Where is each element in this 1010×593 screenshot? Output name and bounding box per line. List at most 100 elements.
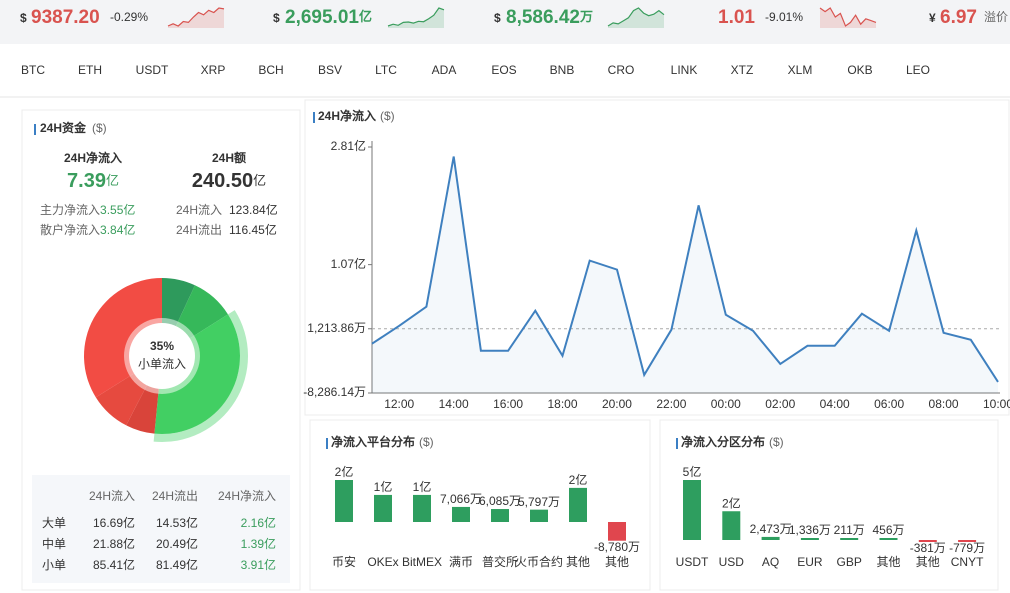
x-tick-label: 22:00 [656, 397, 686, 411]
x-tick-label: 00:00 [711, 397, 741, 411]
table-bg [32, 475, 290, 583]
title-marker [326, 438, 328, 449]
coin-tab[interactable]: LINK [671, 63, 698, 77]
coin-tab[interactable]: LEO [906, 63, 930, 77]
bar [374, 494, 392, 522]
price: 9387.20 [31, 7, 100, 28]
retail-value: 3.84亿 [100, 222, 135, 237]
x-tick-label: USDT [676, 555, 709, 569]
price-number: 2,695.01 [285, 7, 359, 28]
coin-tab[interactable]: ADA [432, 63, 457, 77]
coin-tab[interactable]: OKB [847, 63, 872, 77]
coin-tab[interactable]: EOS [491, 63, 516, 77]
title-marker [313, 112, 315, 123]
coin-tab[interactable]: ETH [78, 63, 102, 77]
in-label: 24H流入 [176, 203, 222, 217]
coin-tab[interactable]: CRO [608, 63, 635, 77]
price-number: 8,586.42 [506, 7, 580, 28]
coin-tab[interactable]: XLM [788, 63, 813, 77]
chart-title: 净流入平台分布 ($) [331, 434, 434, 449]
coin-tab[interactable]: XTZ [731, 63, 754, 77]
x-tick-label: 08:00 [929, 397, 959, 411]
price: 2,695.01亿 [285, 7, 372, 28]
title-marker [34, 124, 36, 135]
bar-value-label: 5亿 [683, 464, 702, 479]
chart-unit: ($) [769, 435, 784, 449]
retail-label: 散户净流入 [40, 222, 100, 237]
bar-value-label: 456万 [872, 523, 904, 537]
bar-value-label: 5,797万 [518, 495, 560, 509]
bar-value-label: 2,473万 [750, 522, 792, 536]
table-cell: 2.16亿 [241, 515, 276, 530]
chart-title: 净流入分区分布 ($) [681, 434, 784, 449]
coin-tab[interactable]: BSV [318, 63, 342, 77]
price: 6.97 [940, 7, 977, 28]
table-cell: 14.53亿 [156, 515, 198, 530]
pie-slice [154, 314, 240, 434]
bar-value-label: 2亿 [569, 472, 588, 487]
price-change: -9.01% [765, 10, 803, 24]
bar-value-label: 1,336万 [789, 523, 831, 537]
price-number: 9387.20 [31, 7, 100, 28]
x-tick-label: 06:00 [874, 397, 904, 411]
x-tick-label: 12:00 [384, 397, 414, 411]
x-tick-label: AQ [762, 555, 779, 569]
coin-tab[interactable]: BTC [21, 63, 45, 77]
coin-tab[interactable]: XRP [201, 63, 226, 77]
x-tick-label: EUR [797, 555, 823, 569]
x-tick-label: 普交所 [482, 554, 518, 569]
table-header: 24H流入 [89, 489, 135, 503]
bar [530, 509, 548, 522]
bar [413, 494, 431, 522]
sparkline-area [388, 8, 444, 28]
summary-title: 24H资金 [40, 120, 87, 135]
bar [879, 538, 898, 540]
bar [452, 506, 470, 522]
coin-tab[interactable]: USDT [136, 63, 169, 77]
coin-tab[interactable]: LTC [375, 63, 397, 77]
row-label: 大单 [42, 516, 66, 530]
platform-panel [309, 419, 651, 591]
pie-hole [129, 323, 195, 389]
x-tick-label: 满币 [449, 555, 473, 569]
volume-value: 240.50亿 [192, 170, 266, 192]
table-cell: 21.88亿 [93, 536, 135, 551]
coin-tab[interactable]: BNB [550, 63, 575, 77]
x-tick-label: 10:00 [983, 397, 1010, 411]
bar-value-label: 6,085万 [479, 494, 521, 508]
out-label: 24H流出 [176, 223, 222, 237]
coin-tab[interactable]: BCH [258, 63, 283, 77]
price-number: 1.01 [718, 7, 755, 28]
x-tick-label: 币安 [332, 554, 356, 569]
x-tick-label: BitMEX [402, 555, 442, 569]
bar-value-label: 2亿 [335, 464, 354, 479]
x-tick-label: 02:00 [765, 397, 795, 411]
price-number: 6.97 [940, 7, 977, 28]
table-header: 24H流出 [152, 489, 198, 503]
line-series [371, 156, 999, 383]
bar [800, 538, 819, 540]
bar-value-label: 2亿 [722, 495, 741, 510]
table-cell: 16.69亿 [93, 515, 135, 530]
x-tick-label: 16:00 [493, 397, 523, 411]
net-number: 7.39 [67, 170, 106, 192]
main-value: 3.55亿 [100, 202, 135, 217]
table-header: 24H净流入 [218, 489, 276, 503]
bar-value-label: 1亿 [413, 479, 432, 494]
in-value: 123.84亿 [229, 202, 278, 217]
table-cell: 81.49亿 [156, 557, 198, 572]
ticker-bar [0, 0, 1010, 44]
bar [918, 540, 937, 542]
bar-value-label: 211万 [834, 523, 865, 537]
x-tick-label: OKEx [367, 555, 398, 569]
price-note: 溢价 [984, 10, 1008, 24]
x-tick-label: 18:00 [548, 397, 578, 411]
price: 1.01 [718, 7, 755, 28]
chart-unit: ($) [380, 109, 395, 123]
bar [569, 487, 587, 522]
volume-number: 240.50 [192, 170, 253, 192]
x-tick-label: 火币合约 [515, 554, 563, 569]
bar [958, 540, 977, 542]
